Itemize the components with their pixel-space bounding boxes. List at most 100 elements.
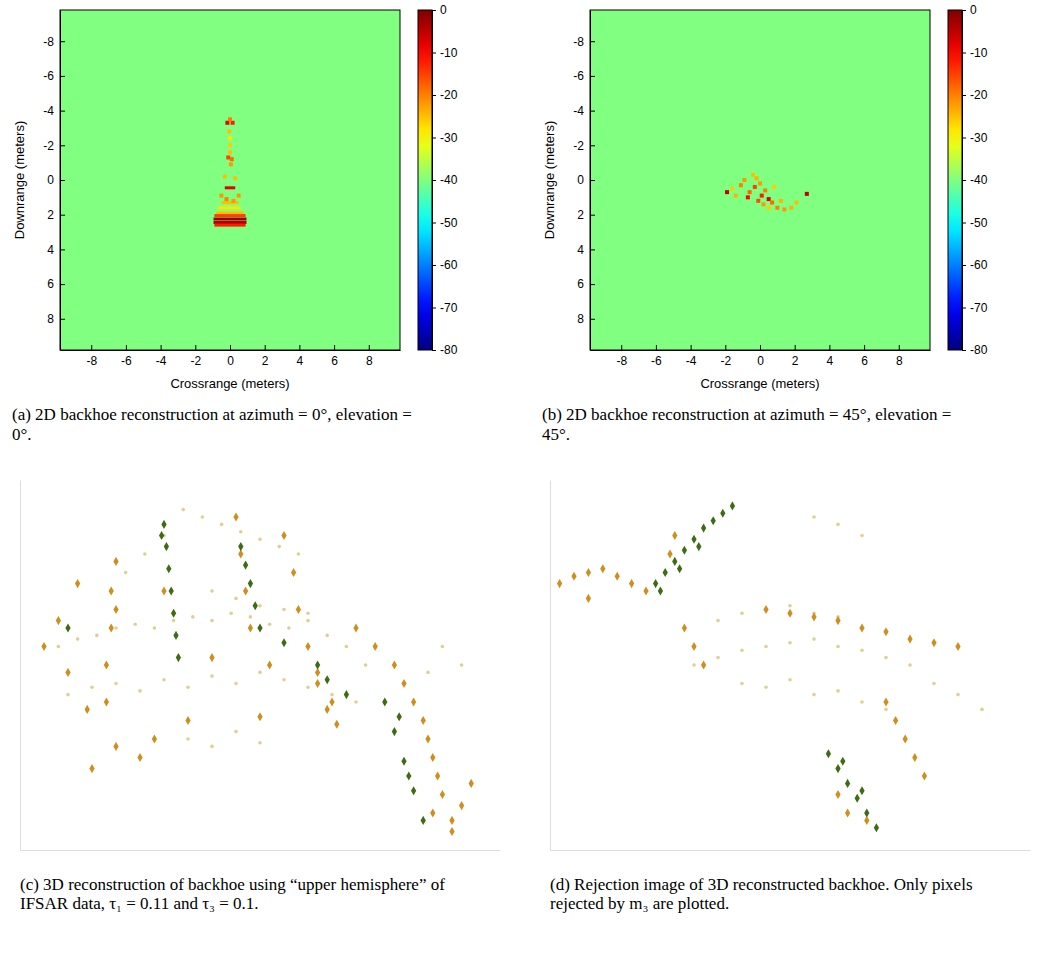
- point: [65, 668, 70, 677]
- tick-label: 0: [440, 3, 447, 17]
- tick-label: -2: [720, 354, 731, 368]
- reflector-point: [767, 206, 771, 210]
- point: [41, 642, 46, 651]
- point: [643, 586, 648, 595]
- colorbar: [948, 10, 962, 350]
- tick-mark: [590, 111, 595, 112]
- tick-label: -8: [616, 354, 627, 368]
- point: [281, 531, 286, 540]
- reflector-point: [794, 201, 798, 205]
- point: [186, 685, 190, 689]
- reflector-point: [805, 192, 809, 196]
- point: [345, 645, 349, 649]
- point: [449, 816, 454, 825]
- y-axis: [20, 481, 21, 851]
- tick-label: 0: [47, 173, 54, 187]
- reflector-point: [770, 201, 774, 205]
- image-background: [590, 10, 930, 350]
- tick-mark: [829, 345, 830, 350]
- tick-label: -4: [573, 104, 584, 118]
- point: [114, 682, 118, 686]
- point: [397, 712, 402, 721]
- tick-label: -30: [970, 131, 988, 145]
- tick: 8: [577, 312, 595, 326]
- tick: 6: [577, 277, 595, 291]
- tick-mark: [656, 345, 657, 350]
- reflector-point: [230, 157, 234, 161]
- tick-mark: [590, 249, 595, 250]
- point: [210, 619, 214, 623]
- tick-mark: [432, 223, 436, 224]
- tick-label: 0: [227, 354, 234, 368]
- point: [677, 564, 682, 573]
- tick: 8: [896, 345, 903, 368]
- point: [166, 564, 171, 573]
- tick-mark: [795, 345, 796, 350]
- point: [66, 693, 70, 697]
- point: [811, 612, 816, 621]
- tick: 6: [861, 345, 868, 368]
- tick-mark: [432, 53, 436, 54]
- point: [281, 638, 286, 647]
- reflector-band: [214, 224, 245, 227]
- point: [169, 586, 174, 595]
- point: [430, 808, 435, 817]
- point: [893, 716, 898, 725]
- point: [835, 790, 840, 799]
- tick-label: -2: [43, 139, 54, 153]
- point: [764, 685, 768, 689]
- point: [836, 645, 840, 649]
- tick-label: 6: [331, 354, 338, 368]
- tick-mark: [962, 350, 966, 351]
- x-axis: -8-6-4-202468: [61, 345, 401, 368]
- point: [243, 586, 248, 595]
- point: [57, 645, 61, 649]
- tick: -50: [962, 216, 988, 230]
- tick: 2: [577, 208, 595, 222]
- tick-mark: [590, 284, 595, 285]
- point: [181, 508, 185, 512]
- tick-mark: [691, 345, 692, 350]
- tick-mark: [432, 308, 436, 309]
- point: [469, 779, 474, 788]
- tick: -80: [962, 343, 988, 357]
- tick: -4: [686, 345, 697, 368]
- point: [186, 737, 190, 741]
- tick: -4: [43, 104, 65, 118]
- point: [682, 546, 687, 555]
- tick-mark: [230, 345, 231, 350]
- point: [113, 557, 118, 566]
- point: [663, 568, 668, 577]
- tick-label: -8: [573, 35, 584, 49]
- reflector-band: [221, 201, 238, 204]
- point: [701, 660, 706, 669]
- point: [210, 589, 214, 593]
- tick: -60: [432, 258, 458, 272]
- point: [171, 609, 176, 618]
- point: [740, 611, 744, 615]
- x-axis: [21, 850, 501, 851]
- point: [258, 537, 262, 541]
- tick-mark: [265, 345, 266, 350]
- axis-line: [591, 350, 931, 351]
- tick: -2: [573, 139, 595, 153]
- point: [835, 764, 840, 773]
- tick: -70: [962, 301, 988, 315]
- point: [874, 823, 879, 832]
- tick-mark: [369, 345, 370, 350]
- point: [912, 753, 917, 762]
- point: [282, 608, 286, 612]
- x-axis: [551, 850, 1031, 851]
- tick-label: -4: [686, 354, 697, 368]
- tick-label: -20: [440, 88, 458, 102]
- tick: 4: [827, 345, 834, 368]
- tick: 0: [432, 3, 447, 17]
- tick-mark: [126, 345, 127, 350]
- tick-label: 8: [577, 312, 584, 326]
- tick-label: 8: [366, 354, 373, 368]
- point: [845, 779, 850, 788]
- point: [883, 627, 888, 636]
- point: [411, 786, 416, 795]
- caption: (c) 3D reconstruction of backhoe using “…: [20, 875, 445, 913]
- colorbar: [418, 10, 432, 350]
